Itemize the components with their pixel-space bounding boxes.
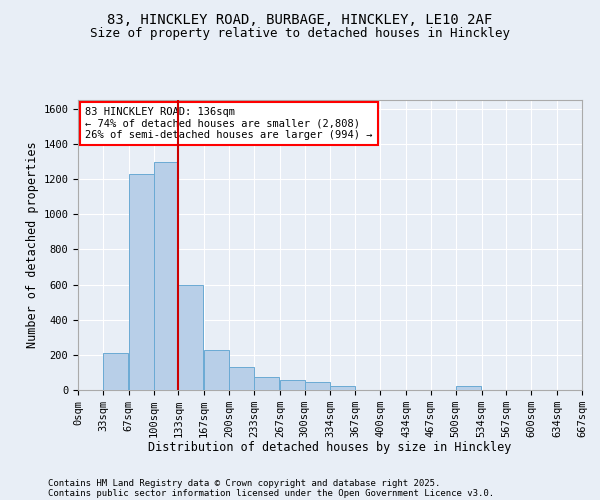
Bar	[128, 174, 154, 390]
Bar	[331, 386, 355, 390]
Bar	[154, 162, 178, 390]
Bar	[204, 350, 229, 390]
Bar	[456, 386, 481, 390]
Y-axis label: Number of detached properties: Number of detached properties	[26, 142, 39, 348]
X-axis label: Distribution of detached houses by size in Hinckley: Distribution of detached houses by size …	[148, 442, 512, 454]
Bar	[229, 367, 254, 390]
Bar	[280, 380, 305, 390]
Text: Contains public sector information licensed under the Open Government Licence v3: Contains public sector information licen…	[48, 488, 494, 498]
Text: Size of property relative to detached houses in Hinckley: Size of property relative to detached ho…	[90, 28, 510, 40]
Bar	[103, 353, 128, 390]
Bar	[305, 382, 329, 390]
Bar	[178, 284, 203, 390]
Text: 83, HINCKLEY ROAD, BURBAGE, HINCKLEY, LE10 2AF: 83, HINCKLEY ROAD, BURBAGE, HINCKLEY, LE…	[107, 12, 493, 26]
Text: Contains HM Land Registry data © Crown copyright and database right 2025.: Contains HM Land Registry data © Crown c…	[48, 478, 440, 488]
Bar	[254, 377, 279, 390]
Text: 83 HINCKLEY ROAD: 136sqm
← 74% of detached houses are smaller (2,808)
26% of sem: 83 HINCKLEY ROAD: 136sqm ← 74% of detach…	[85, 107, 373, 140]
